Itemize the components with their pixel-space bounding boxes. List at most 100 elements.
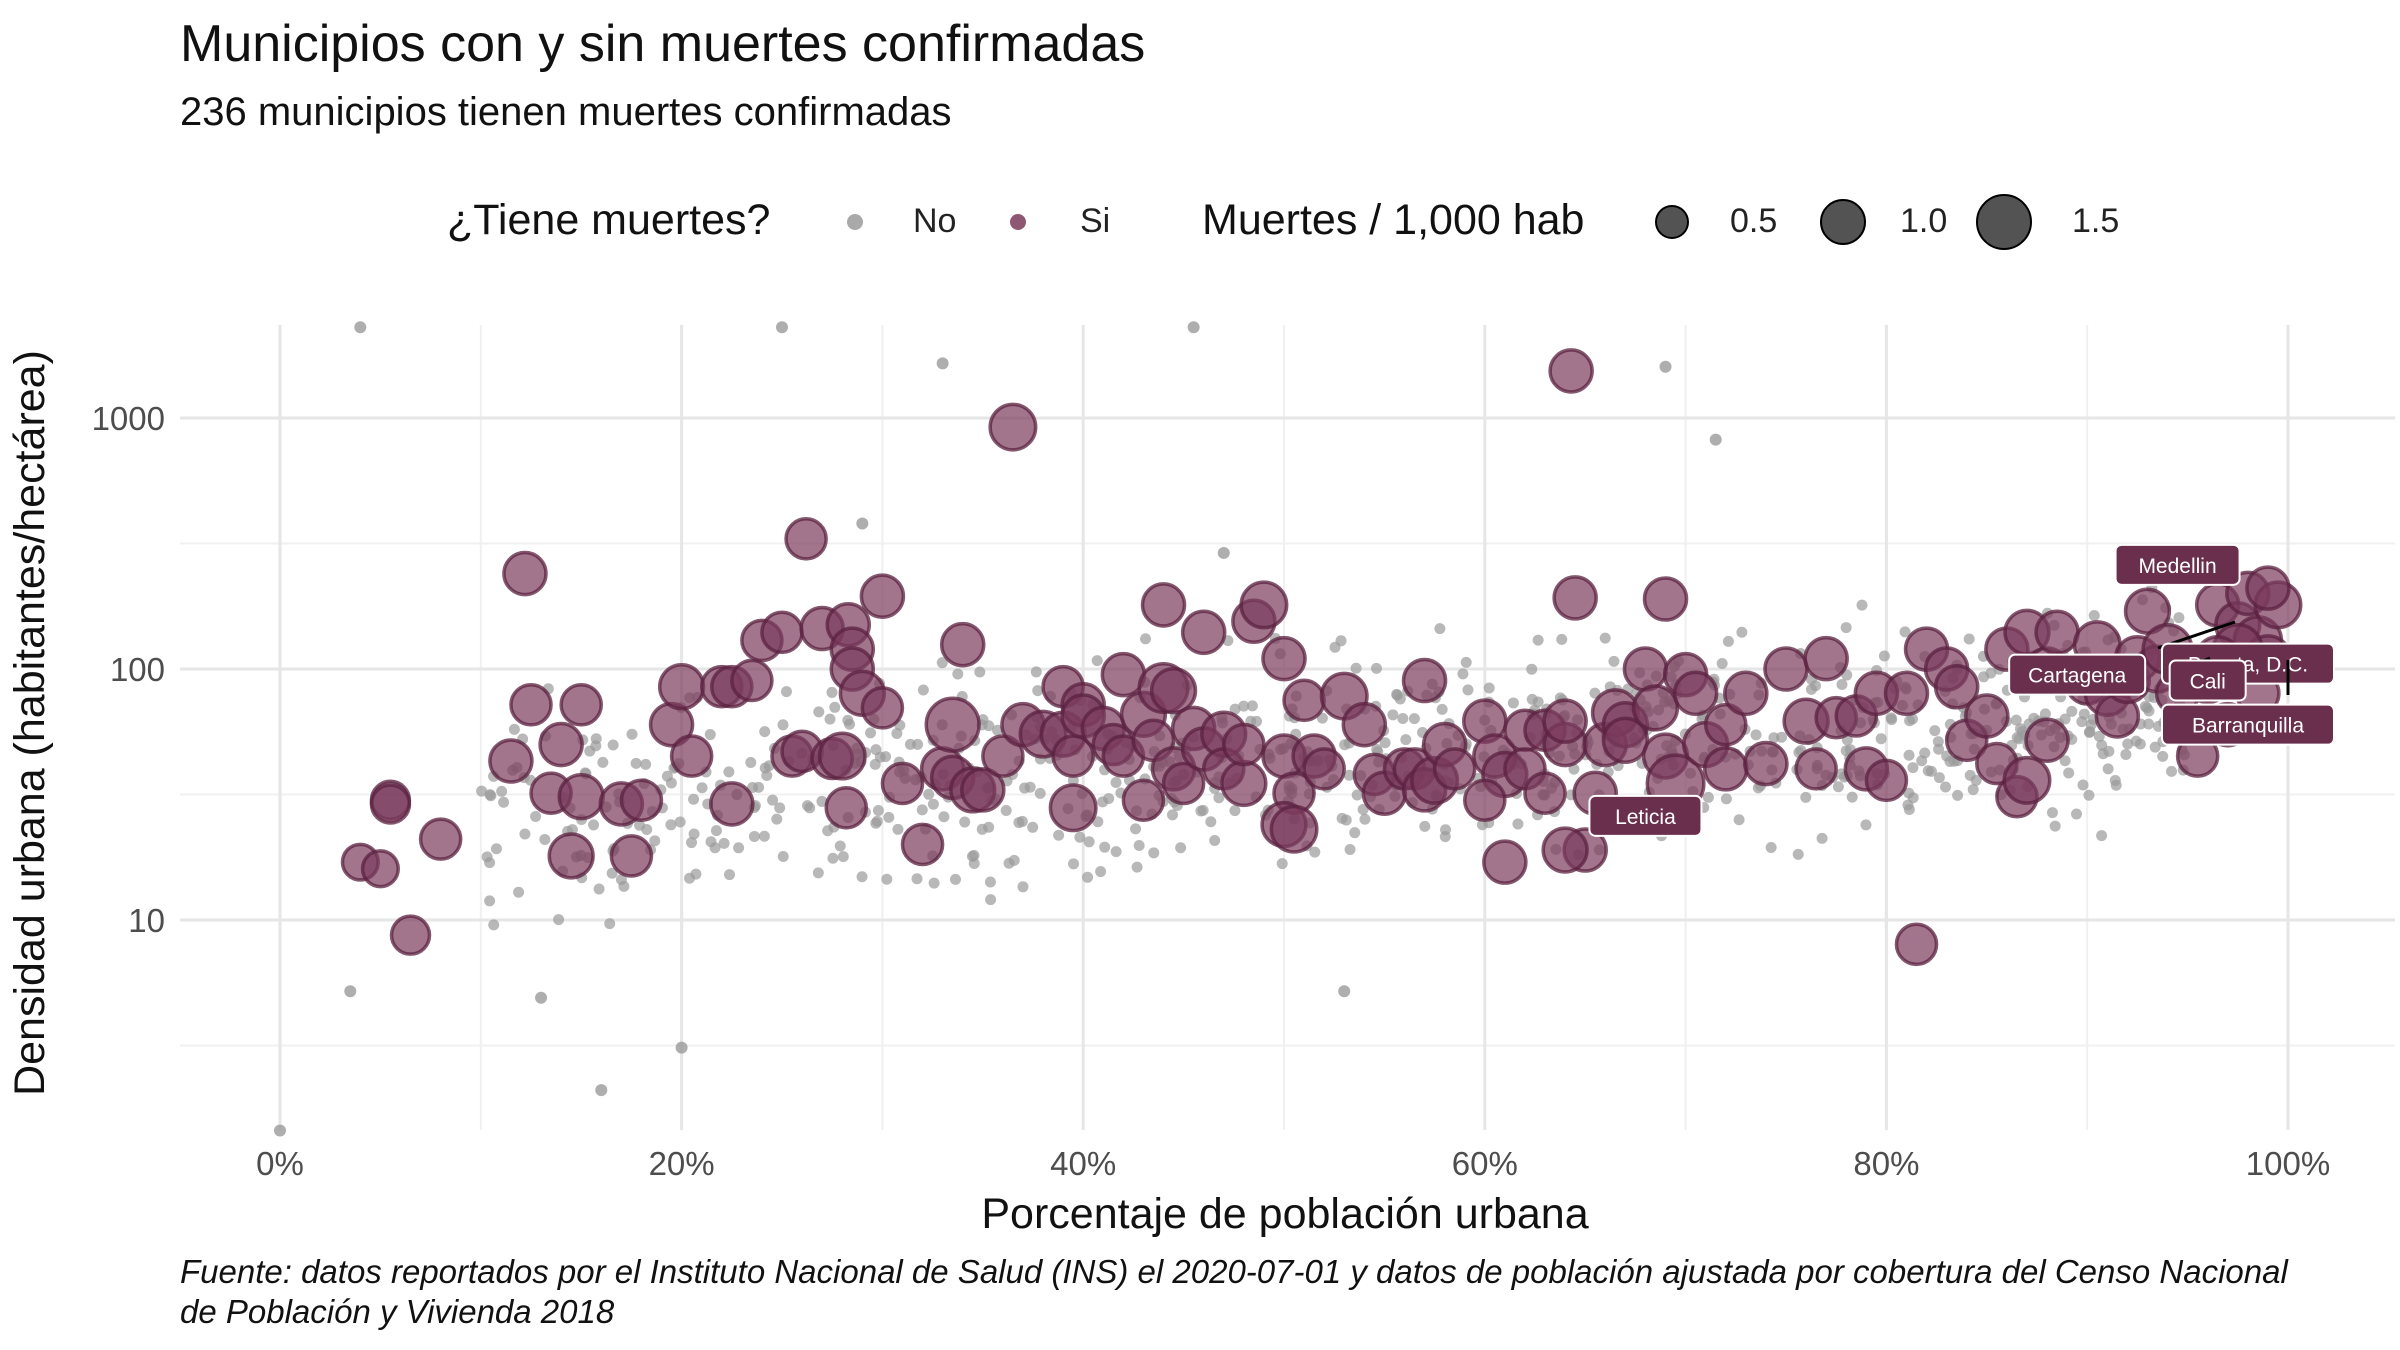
point-no bbox=[1205, 816, 1217, 828]
point-no bbox=[1765, 841, 1777, 853]
point-si bbox=[547, 832, 595, 880]
point-si bbox=[1269, 804, 1319, 854]
point-no bbox=[1885, 712, 1897, 724]
point-no bbox=[968, 849, 980, 861]
point-no bbox=[1339, 739, 1351, 751]
point-si bbox=[817, 731, 867, 781]
point-no bbox=[1805, 683, 1817, 695]
point-no bbox=[1709, 433, 1722, 446]
point-no bbox=[780, 686, 792, 698]
legend-key-size-15 bbox=[1976, 194, 2032, 250]
point-no bbox=[916, 804, 928, 816]
point-si bbox=[418, 817, 463, 861]
point-si bbox=[369, 783, 412, 825]
point-no bbox=[1532, 696, 1544, 708]
point-no bbox=[2010, 714, 2022, 726]
legend-key-size-10 bbox=[1820, 199, 1866, 245]
point-no bbox=[912, 738, 924, 750]
point-no bbox=[513, 886, 525, 898]
point-no bbox=[2093, 730, 2105, 742]
chart-title: Municipios con y sin muertes confirmadas bbox=[180, 15, 1146, 73]
point-no bbox=[1067, 775, 1079, 787]
point-no bbox=[2157, 750, 2169, 762]
point-no bbox=[690, 868, 702, 880]
point-no bbox=[1133, 840, 1145, 852]
point-si bbox=[559, 683, 603, 727]
point-no bbox=[829, 701, 841, 713]
legend-keys bbox=[847, 194, 2032, 250]
point-no bbox=[1400, 734, 1412, 746]
point-no bbox=[1338, 985, 1351, 998]
point-si bbox=[619, 778, 664, 823]
point-si bbox=[939, 621, 986, 668]
point-no bbox=[604, 918, 616, 930]
point-no bbox=[519, 828, 531, 840]
point-no bbox=[777, 719, 789, 731]
annotation-text: Cartagena bbox=[2028, 665, 2126, 688]
point-no bbox=[1309, 846, 1321, 858]
point-no bbox=[872, 804, 884, 816]
point-si bbox=[1463, 778, 1507, 823]
point-si bbox=[1794, 747, 1838, 791]
point-no bbox=[588, 819, 600, 831]
point-si bbox=[1723, 670, 1769, 717]
point-no bbox=[1904, 715, 1916, 727]
point-no bbox=[883, 811, 895, 823]
point-si bbox=[981, 734, 1025, 778]
point-no bbox=[665, 819, 677, 831]
point-si bbox=[657, 663, 706, 711]
point-si bbox=[1894, 922, 1939, 967]
point-no bbox=[759, 726, 771, 738]
point-si bbox=[880, 761, 925, 806]
point-no bbox=[1074, 831, 1086, 843]
point-no bbox=[936, 657, 948, 669]
point-no bbox=[1736, 626, 1748, 638]
point-no bbox=[2120, 748, 2132, 760]
x-tick-labels: 0% 20% 40% 60% 80% 100% bbox=[256, 1145, 2330, 1182]
point-no bbox=[2134, 738, 2146, 750]
point-no bbox=[615, 874, 627, 886]
point-no bbox=[1768, 732, 1780, 744]
x-tick-label: 60% bbox=[1452, 1145, 1518, 1182]
point-no bbox=[553, 914, 565, 926]
point-no bbox=[1967, 784, 1979, 796]
point-no bbox=[530, 810, 542, 822]
y-tick-label: 100 bbox=[110, 651, 165, 688]
point-si bbox=[1541, 826, 1589, 874]
point-si bbox=[1933, 663, 1980, 710]
point-no bbox=[1068, 858, 1080, 870]
point-no bbox=[1017, 881, 1029, 893]
point-si bbox=[1552, 575, 1598, 621]
point-si bbox=[1763, 646, 1809, 692]
point-si bbox=[488, 738, 534, 784]
legend-label-size-15: 1.5 bbox=[2072, 202, 2120, 240]
point-no bbox=[2110, 779, 2122, 791]
point-no bbox=[2143, 718, 2155, 730]
point-si bbox=[1432, 747, 1477, 791]
point-si bbox=[1864, 758, 1909, 803]
point-no bbox=[1167, 809, 1179, 821]
point-no bbox=[1978, 671, 1990, 683]
point-si bbox=[960, 767, 1006, 813]
point-no bbox=[1379, 737, 1391, 749]
point-no bbox=[1091, 655, 1103, 667]
point-no bbox=[584, 745, 596, 757]
point-no bbox=[626, 728, 638, 740]
point-si bbox=[1140, 582, 1187, 628]
point-si bbox=[1222, 722, 1266, 767]
point-si bbox=[988, 402, 1038, 452]
point-no bbox=[2096, 830, 2108, 842]
point-no bbox=[1082, 871, 1094, 883]
point-si bbox=[760, 610, 804, 655]
point-no bbox=[488, 919, 500, 931]
point-no bbox=[1131, 861, 1143, 873]
point-no bbox=[1000, 804, 1012, 816]
point-no bbox=[634, 819, 646, 831]
point-si bbox=[1631, 684, 1680, 732]
point-no bbox=[1217, 546, 1230, 559]
point-no bbox=[2077, 779, 2089, 791]
point-si bbox=[538, 721, 584, 768]
point-no bbox=[1213, 792, 1225, 804]
point-no bbox=[1110, 777, 1122, 789]
point-no bbox=[1733, 814, 1745, 826]
